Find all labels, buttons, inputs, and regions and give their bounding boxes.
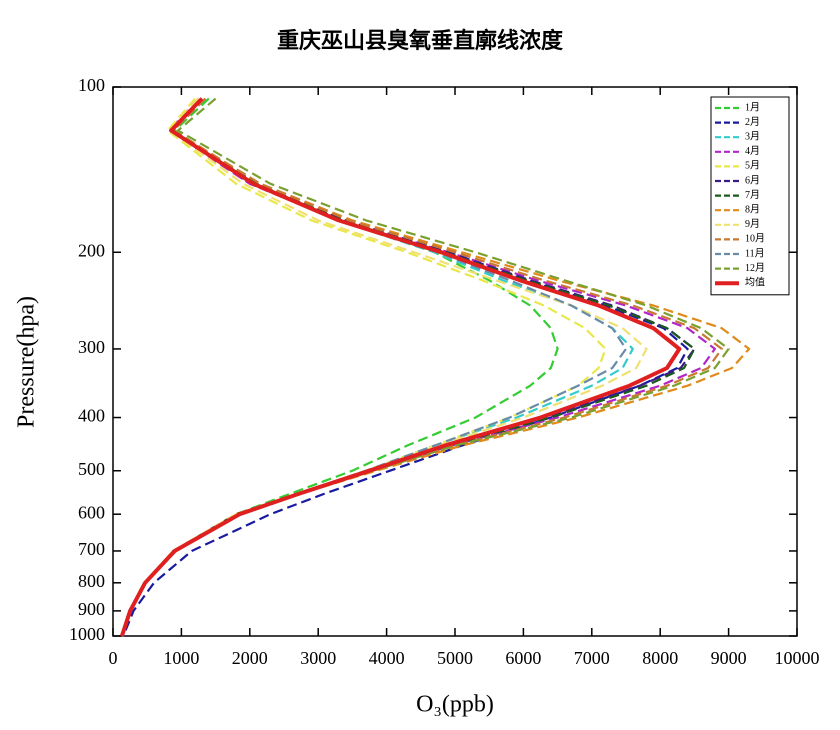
x-tick-label: 8000	[642, 648, 678, 668]
series-line	[120, 97, 648, 637]
legend-label: 1月	[745, 101, 760, 113]
legend-label: 7月	[745, 189, 760, 201]
series-line	[120, 97, 696, 637]
y-tick-label: 300	[78, 337, 105, 357]
y-tick-label: 900	[78, 599, 105, 619]
y-axis-label: Pressure(hpa)	[14, 296, 40, 428]
series-line	[120, 97, 730, 637]
x-tick-label: 1000	[163, 648, 199, 668]
series-line	[121, 97, 559, 637]
legend-label: 4月	[745, 145, 760, 157]
legend-label: 12月	[745, 262, 765, 274]
legend-label: 5月	[745, 160, 760, 172]
x-tick-label: 7000	[574, 648, 610, 668]
series-line	[119, 97, 682, 637]
y-tick-label: 500	[78, 459, 105, 479]
legend-label: 2月	[745, 116, 760, 128]
series-line	[120, 97, 716, 637]
x-tick-label: 5000	[437, 648, 473, 668]
legend-label: 9月	[745, 218, 760, 230]
y-tick-label: 800	[78, 571, 105, 591]
legend-label: 8月	[745, 203, 760, 215]
x-tick-label: 0	[109, 648, 118, 668]
x-tick-label: 4000	[369, 648, 405, 668]
legend-label: 11月	[745, 247, 765, 259]
series-line	[122, 97, 689, 637]
legend-label: 3月	[745, 130, 760, 142]
y-tick-label: 200	[78, 240, 105, 260]
x-tick-label: 9000	[711, 648, 747, 668]
series-line	[120, 97, 607, 637]
x-axis-label: O₃(ppb)	[416, 692, 494, 718]
chart-title: 重庆巫山县臭氧垂直廓线浓度	[277, 28, 564, 54]
y-tick-label: 400	[78, 406, 105, 426]
y-tick-label: 100	[78, 75, 105, 95]
x-tick-label: 10000	[775, 648, 820, 668]
y-tick-label: 600	[78, 502, 105, 522]
x-tick-label: 2000	[232, 648, 268, 668]
legend-label: 均值	[745, 275, 765, 288]
plot-frame	[112, 86, 798, 637]
x-tick-label: 6000	[505, 648, 541, 668]
series-line	[120, 97, 634, 637]
y-tick-label: 700	[78, 539, 105, 559]
x-tick-label: 3000	[300, 648, 336, 668]
legend-label: 10月	[745, 233, 765, 245]
series-line	[120, 97, 696, 637]
y-tick-label: 1000	[69, 624, 105, 644]
series-line	[120, 97, 751, 637]
legend-label: 6月	[745, 174, 760, 186]
series-line	[120, 97, 723, 637]
